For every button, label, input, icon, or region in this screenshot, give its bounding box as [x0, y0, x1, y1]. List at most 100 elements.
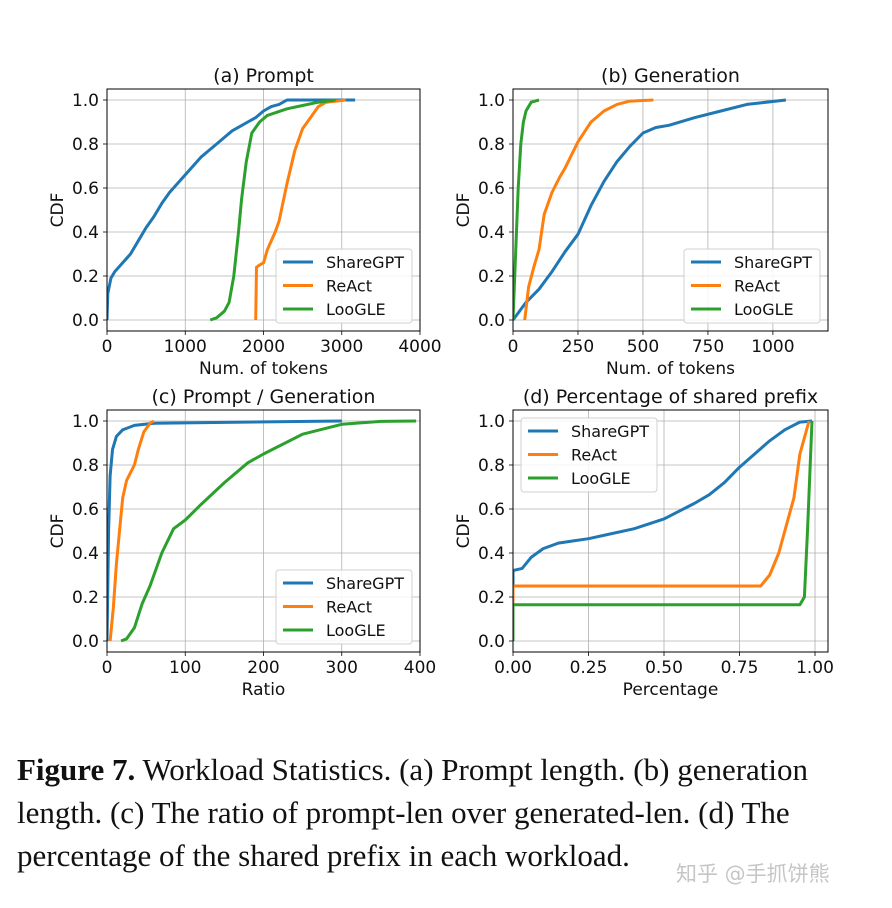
subplot-a: 0 1000 2000 3000 4000 0.0 0.2 0.4 0.6 0.8 1.0 (a) P… [48, 65, 442, 379]
legend-label-loogle: LooGLE [734, 300, 794, 319]
y-axis-label: CDF [48, 193, 68, 228]
x-tick-label: 0 [508, 337, 519, 357]
legend-label-react: ReAct [734, 277, 780, 296]
legend-frame [275, 569, 413, 645]
legend-label-sharegpt: ShareGPT [571, 422, 649, 441]
caption-label: Figure 7. [17, 752, 136, 787]
x-tick-label: 4000 [398, 337, 441, 357]
x-tick-label: 2000 [242, 337, 285, 357]
x-tick-label: 0.25 [570, 658, 608, 678]
series-line-loogle [513, 420, 814, 641]
series-line-sharegpt [513, 98, 787, 321]
y-tick-label: 0.2 [478, 588, 505, 608]
x-tick-label: 100 [169, 658, 201, 678]
legend: ShareGPT ReAct LooGLE [520, 417, 658, 493]
y-tick-label: 0.8 [478, 135, 505, 155]
subplot-b: 0 250 500 750 1000 0.0 0.2 0.4 0.6 0.8 1.0 (b) Gene… [454, 65, 829, 379]
x-tick-label: 0 [102, 337, 113, 357]
x-tick-label: 300 [326, 658, 358, 678]
axes-frame [512, 409, 829, 653]
legend-label-sharegpt: ShareGPT [326, 574, 404, 593]
series-line-react [254, 98, 346, 321]
series-line-sharegpt [513, 419, 813, 586]
x-axis-label: Ratio [242, 680, 286, 700]
y-tick-label: 0.4 [72, 544, 99, 564]
series-line-react [523, 98, 654, 321]
y-tick-label: 0.0 [72, 632, 99, 652]
legend-label-sharegpt: ShareGPT [326, 253, 404, 272]
y-tick-label: 1.0 [72, 91, 99, 111]
y-tick-label: 1.0 [478, 412, 505, 432]
x-tick-label: 0.50 [645, 658, 683, 678]
legend-label-react: ReAct [326, 277, 372, 296]
series-line-sharegpt [107, 98, 356, 321]
x-tick-label: 0.00 [494, 658, 532, 678]
x-tick-label: 750 [692, 337, 724, 357]
y-tick-label: 0.8 [72, 456, 99, 476]
x-tick-label: 200 [247, 658, 279, 678]
x-tick-label: 0 [102, 658, 113, 678]
figure-caption: Figure 7. Workload Statistics. (a) Promp… [17, 748, 887, 877]
axes-frame [512, 88, 829, 332]
y-tick-label: 0.2 [478, 267, 505, 287]
x-axis-label: Num. of tokens [199, 359, 328, 379]
series-line-react [108, 419, 155, 642]
x-axis-label: Percentage [623, 680, 719, 700]
y-axis-label: CDF [454, 514, 474, 549]
x-tick-label: 500 [627, 337, 659, 357]
series-line-react [513, 420, 811, 641]
legend: ShareGPT ReAct LooGLE [275, 248, 413, 324]
subplot-title: (c) Prompt / Generation [152, 386, 376, 408]
legend-label-react: ReAct [326, 598, 372, 617]
subplot-d: 0.00 0.25 0.50 0.75 1.00 0.0 0.2 0.4 0.6 0.8 1.0 (d… [454, 386, 834, 700]
subplot-title: (d) Percentage of shared prefix [523, 386, 818, 408]
y-tick-label: 0.2 [72, 588, 99, 608]
watermark: 知乎 @手抓饼熊 [676, 862, 830, 886]
caption-text: Workload Statistics. (a) Prompt length. … [17, 752, 809, 873]
y-tick-label: 0.6 [478, 500, 505, 520]
legend: ShareGPT ReAct LooGLE [275, 569, 413, 645]
x-tick-label: 400 [404, 658, 436, 678]
axes-frame [106, 409, 421, 653]
series-line-loogle [120, 419, 417, 643]
y-tick-label: 0.8 [478, 456, 505, 476]
y-tick-label: 1.0 [478, 91, 505, 111]
y-tick-label: 0.0 [478, 632, 505, 652]
legend-frame [520, 417, 658, 493]
subplot-c: 0 100 200 300 400 0.0 0.2 0.4 0.6 0.8 1.0 (c) Promp… [48, 386, 436, 700]
legend: ShareGPT ReAct LooGLE [683, 248, 821, 324]
y-axis-label: CDF [454, 193, 474, 228]
y-axis-label: CDF [48, 514, 68, 549]
x-tick-label: 3000 [320, 337, 363, 357]
y-tick-label: 0.6 [478, 179, 505, 199]
legend-frame [275, 248, 413, 324]
x-tick-label: 1000 [164, 337, 207, 357]
legend-label-loogle: LooGLE [326, 621, 386, 640]
y-tick-label: 0.2 [72, 267, 99, 287]
y-tick-label: 0.4 [478, 223, 505, 243]
y-tick-label: 0.0 [478, 311, 505, 331]
x-tick-label: 0.75 [721, 658, 759, 678]
legend-label-loogle: LooGLE [571, 469, 631, 488]
x-axis-label: Num. of tokens [606, 359, 735, 379]
y-tick-label: 1.0 [72, 412, 99, 432]
series-line-loogle [513, 98, 540, 321]
legend-label-loogle: LooGLE [326, 300, 386, 319]
legend-label-sharegpt: ShareGPT [734, 253, 812, 272]
y-tick-label: 0.6 [72, 179, 99, 199]
x-tick-label: 1000 [751, 337, 794, 357]
series-line-sharegpt [107, 419, 342, 642]
legend-label-react: ReAct [571, 446, 617, 465]
series-line-loogle [209, 98, 336, 322]
y-tick-label: 0.4 [478, 544, 505, 564]
y-tick-label: 0.6 [72, 500, 99, 520]
axes-frame [106, 88, 421, 332]
x-tick-label: 1.00 [796, 658, 834, 678]
y-tick-label: 0.4 [72, 223, 99, 243]
x-tick-label: 250 [562, 337, 594, 357]
y-tick-label: 0.0 [72, 311, 99, 331]
legend-frame [683, 248, 821, 324]
subplot-title: (a) Prompt [213, 65, 314, 87]
subplot-title: (b) Generation [601, 65, 740, 87]
